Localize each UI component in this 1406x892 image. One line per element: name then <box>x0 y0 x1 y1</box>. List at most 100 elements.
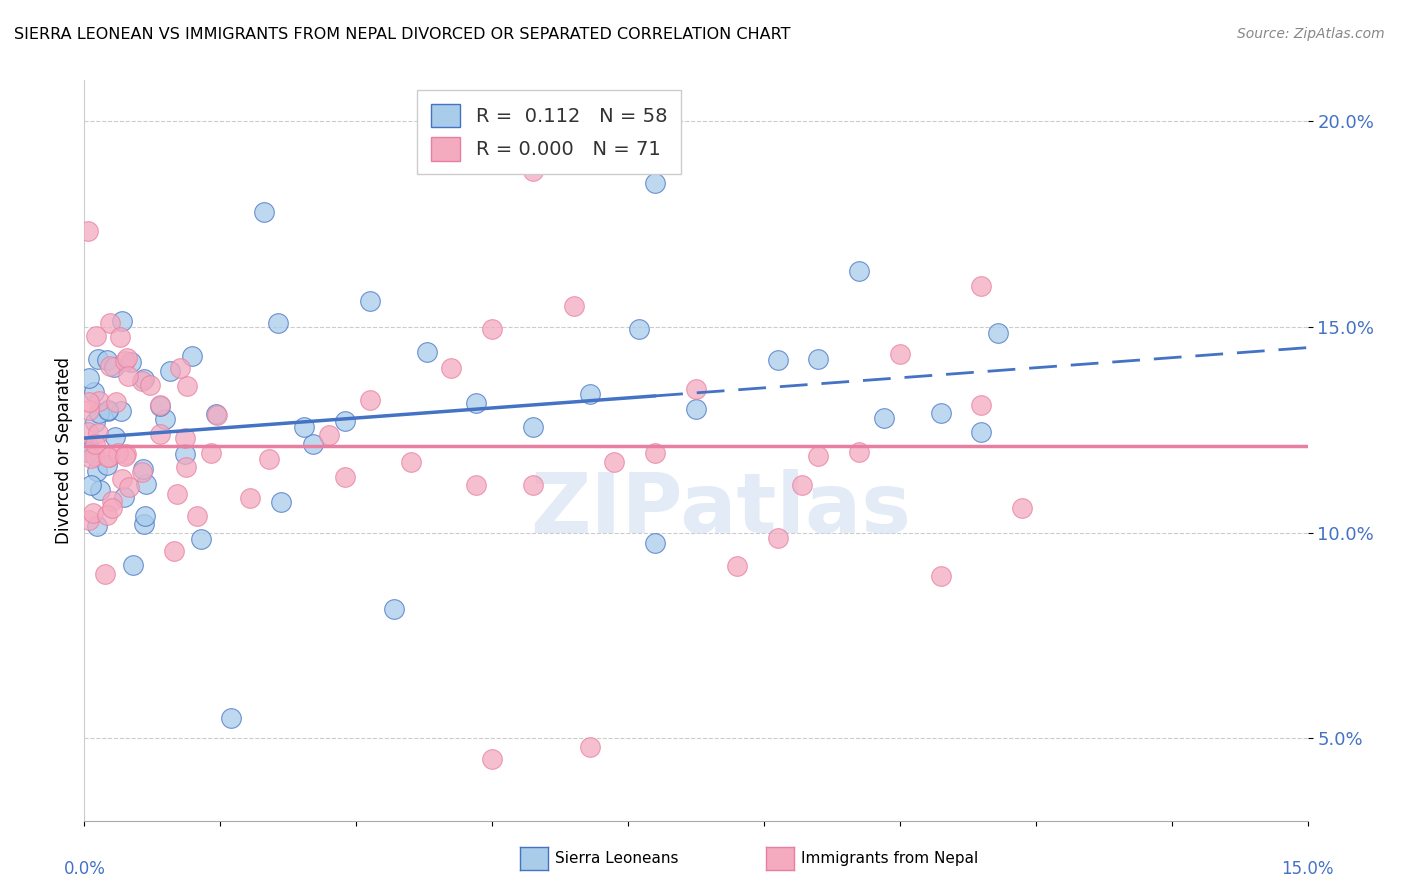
Point <box>98 359 121 373</box>
Text: 15.0%: 15.0% <box>1281 860 1334 878</box>
Point <box>131 465 153 479</box>
Point <box>359 393 381 408</box>
Point <box>117 368 139 383</box>
Point <box>87 405 110 419</box>
Point <box>522 478 544 492</box>
Point <box>77 444 100 458</box>
Point <box>108 330 131 344</box>
Point <box>318 428 340 442</box>
Point <box>889 347 911 361</box>
Point <box>100 501 122 516</box>
Point <box>96 508 118 522</box>
Point <box>186 508 208 523</box>
Point <box>644 446 666 460</box>
Point <box>257 451 280 466</box>
Text: Immigrants from Nepal: Immigrants from Nepal <box>801 851 979 865</box>
Point <box>138 377 160 392</box>
Point <box>111 472 134 486</box>
Point <box>627 322 650 336</box>
Point <box>84 415 107 429</box>
Point <box>134 508 156 523</box>
Point <box>267 317 290 331</box>
Point <box>86 518 108 533</box>
Text: 0.0%: 0.0% <box>63 860 105 878</box>
Point <box>302 436 325 450</box>
Point <box>131 374 153 388</box>
Point <box>111 314 134 328</box>
Point <box>149 427 172 442</box>
Point <box>790 478 813 492</box>
Point <box>89 483 111 498</box>
Point <box>181 349 204 363</box>
Point <box>807 449 830 463</box>
Point <box>84 449 107 463</box>
Point <box>103 359 125 374</box>
Point <box>644 536 666 550</box>
Point <box>481 321 503 335</box>
Point <box>77 513 100 527</box>
Point <box>440 361 463 376</box>
Point <box>77 425 100 440</box>
Point <box>176 379 198 393</box>
Point <box>83 385 105 400</box>
Point <box>970 425 993 439</box>
Point <box>190 532 212 546</box>
Point <box>207 408 229 422</box>
Point <box>166 487 188 501</box>
Point <box>464 478 486 492</box>
Point <box>579 739 602 754</box>
Point <box>148 399 170 413</box>
Point <box>481 752 503 766</box>
Point <box>149 398 172 412</box>
Point <box>766 353 789 368</box>
Point <box>204 407 226 421</box>
Point <box>96 458 118 472</box>
Point <box>872 411 894 425</box>
Point <box>200 446 222 460</box>
Point <box>270 495 292 509</box>
Point <box>382 602 405 616</box>
Point <box>766 531 789 545</box>
Point <box>87 393 110 408</box>
Legend: R =  0.112   N = 58, R = 0.000   N = 71: R = 0.112 N = 58, R = 0.000 N = 71 <box>418 90 681 175</box>
Point <box>134 372 156 386</box>
Text: SIERRA LEONEAN VS IMMIGRANTS FROM NEPAL DIVORCED OR SEPARATED CORRELATION CHART: SIERRA LEONEAN VS IMMIGRANTS FROM NEPAL … <box>14 27 790 42</box>
Point <box>135 476 157 491</box>
Point <box>80 478 103 492</box>
Point <box>1011 500 1033 515</box>
Point <box>110 404 132 418</box>
Point <box>98 316 121 330</box>
Point <box>174 431 197 445</box>
Point <box>239 491 262 505</box>
Point <box>292 420 315 434</box>
Point <box>97 404 120 418</box>
Text: ZIPatlas: ZIPatlas <box>530 469 911 550</box>
Text: Source: ZipAtlas.com: Source: ZipAtlas.com <box>1237 27 1385 41</box>
Point <box>522 163 544 178</box>
Point <box>115 447 138 461</box>
Point <box>253 205 276 219</box>
Point <box>117 351 139 365</box>
Point <box>121 355 143 369</box>
Point <box>122 558 145 572</box>
Point <box>132 462 155 476</box>
Point <box>77 439 100 453</box>
Point <box>970 398 993 412</box>
Point <box>132 517 155 532</box>
Point <box>169 360 191 375</box>
Point <box>219 711 242 725</box>
Point <box>97 450 120 464</box>
Point <box>83 437 105 451</box>
Point <box>114 353 136 368</box>
Point <box>105 394 128 409</box>
Point <box>104 430 127 444</box>
Point <box>153 412 176 426</box>
Point <box>685 402 707 417</box>
Point <box>848 445 870 459</box>
Point <box>80 450 103 465</box>
Point <box>644 176 666 190</box>
Point <box>807 352 830 367</box>
Point <box>987 326 1010 340</box>
Point <box>114 450 136 464</box>
Text: Sierra Leoneans: Sierra Leoneans <box>555 851 679 865</box>
